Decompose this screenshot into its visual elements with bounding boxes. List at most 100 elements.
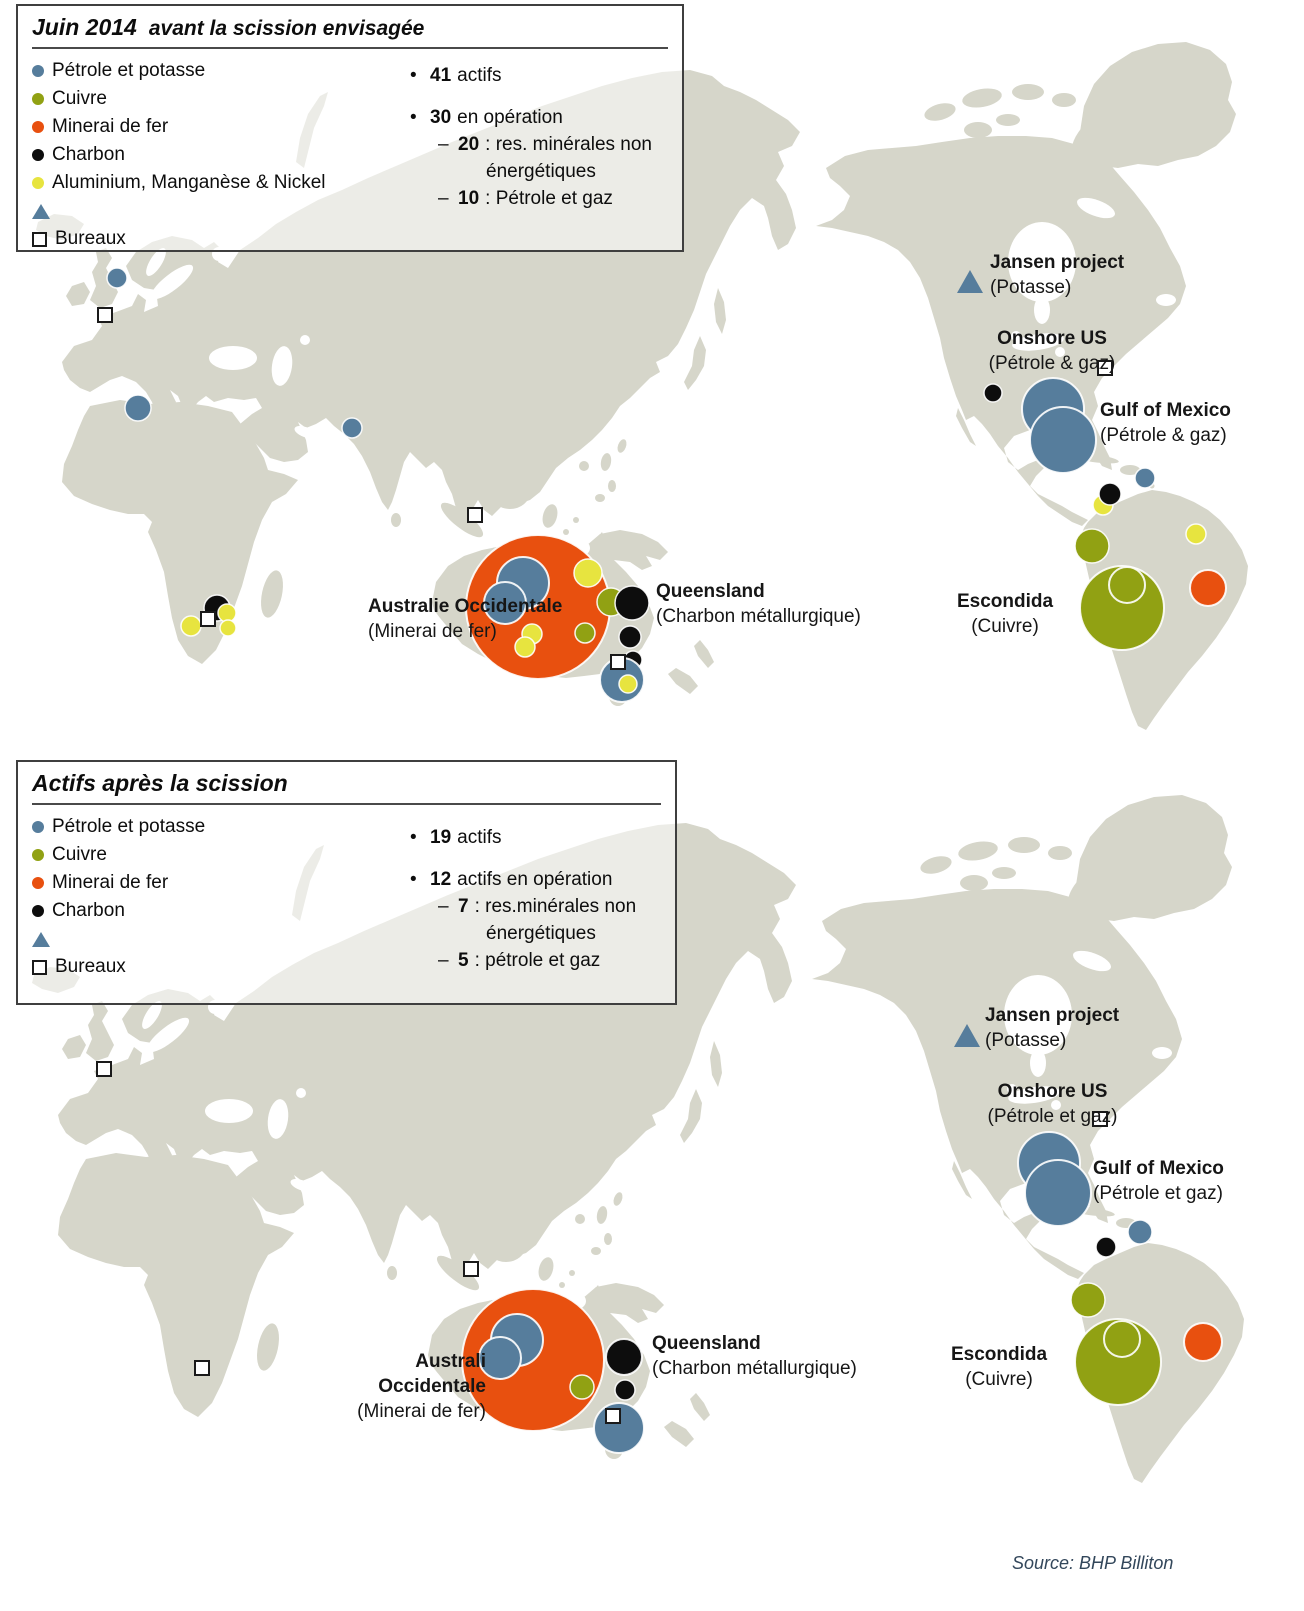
petrole-marker	[478, 1336, 522, 1380]
legend-item-charbon: Charbon	[32, 141, 668, 169]
bureau-marker	[605, 1408, 621, 1424]
label-queensland-after: Queensland (Charbon métallurgique)	[652, 1331, 857, 1381]
cuivre-marker	[569, 1374, 595, 1400]
panel-title-after: Actifs après la scission	[32, 770, 661, 797]
bureau-marker	[610, 654, 626, 670]
alu-dot-icon	[32, 177, 44, 189]
cuivre-marker	[574, 622, 596, 644]
dash-icon: –	[438, 188, 449, 209]
stat-number: 30	[430, 107, 452, 128]
bureau-marker	[467, 507, 483, 523]
legend-item-aluminium: Aluminium, Manganèse & Nickel	[32, 169, 668, 197]
fer-dot-icon	[32, 877, 44, 889]
legend-item-bureaux: Bureaux	[32, 225, 668, 253]
bullet-icon: •	[410, 869, 417, 890]
site-commodity: (Minerai de fer)	[357, 1401, 486, 1422]
title-rule	[32, 47, 668, 49]
stat-number: 10	[458, 188, 480, 209]
label-escondida-after: Escondida (Cuivre)	[932, 1342, 1066, 1392]
legend-item-fer: Minerai de fer	[32, 869, 661, 897]
cuivre-marker	[1074, 528, 1110, 564]
label-jansen-after: Jansen project (Potasse)	[985, 1003, 1119, 1053]
panel-title-main: Actifs après la scission	[32, 770, 288, 796]
bureau-marker	[194, 1360, 210, 1376]
legend-item-potasse	[32, 925, 661, 953]
bullet-icon: •	[410, 827, 417, 848]
cuivre-dot-icon	[32, 849, 44, 861]
petrole-marker	[1134, 467, 1156, 489]
fer-dot-icon	[32, 121, 44, 133]
stat-non-energy: –7: res.minérales non	[438, 893, 636, 920]
petrole-dot-icon	[32, 821, 44, 833]
petrole-marker	[106, 267, 128, 289]
fer-marker	[1189, 569, 1227, 607]
label-onshore-us-before: Onshore US (Pétrole & gaz)	[962, 326, 1142, 376]
legend-item-fer: Minerai de fer	[32, 113, 668, 141]
alu-marker	[1185, 523, 1207, 545]
petrole-marker	[483, 581, 527, 625]
triangle-icon	[32, 931, 50, 947]
legend-label: Bureaux	[55, 228, 126, 249]
site-name: Australie Occidentale	[368, 596, 563, 617]
legend-label: Cuivre	[52, 844, 107, 865]
legend-item-petrole: Pétrole et potasse	[32, 813, 661, 841]
legend-item-cuivre: Cuivre	[32, 841, 661, 869]
potasse-marker	[957, 270, 983, 293]
legend-label: Cuivre	[52, 88, 107, 109]
bureau-marker	[97, 307, 113, 323]
stat-text: : res. minérales non	[485, 134, 652, 155]
bureau-marker	[463, 1261, 479, 1277]
legend-label: Bureaux	[55, 956, 126, 977]
site-name: Queensland	[652, 1333, 761, 1354]
petrole-marker	[1029, 406, 1097, 474]
alu-marker	[219, 619, 237, 637]
site-name: Escondida	[950, 1344, 1048, 1365]
asset-markers-after	[96, 1024, 1223, 1454]
legend-box-before: Juin 2014 avant la scission envisagée Pét…	[16, 4, 684, 252]
legend-item-potasse	[32, 197, 668, 225]
petrole-dot-icon	[32, 65, 44, 77]
charbon-marker	[983, 383, 1003, 403]
bureau-marker	[1097, 360, 1113, 376]
fer-marker	[1183, 1322, 1223, 1362]
alu-marker	[217, 603, 237, 623]
legend-box-after: Actifs après la scission Pétrole et pota…	[16, 760, 677, 1005]
potasse-marker	[954, 1024, 980, 1047]
triangle-icon	[32, 203, 50, 219]
bureau-marker	[96, 1061, 112, 1077]
stat-text: : res.minérales non	[474, 896, 637, 917]
alu-marker	[573, 558, 603, 588]
stats-after: • 19 actifs • 12 actifs en opération –7: res…	[410, 824, 636, 974]
bureau-marker	[1092, 1111, 1108, 1127]
stat-text: actifs	[457, 827, 502, 848]
panel-title-before: Juin 2014 avant la scission envisagée	[32, 14, 668, 41]
cuivre-marker	[1103, 1320, 1141, 1358]
stat-in-operation: • 12 actifs en opération	[410, 866, 636, 893]
stat-oil-gas: –10: Pétrole et gaz	[438, 185, 652, 212]
stat-total-assets: • 41 actifs	[410, 62, 652, 89]
charbon-marker	[618, 625, 642, 649]
dash-icon: –	[438, 134, 449, 155]
alu-marker	[180, 615, 202, 637]
bullet-icon: •	[410, 65, 417, 86]
stat-text: énergétiques	[486, 923, 596, 944]
dash-icon: –	[438, 950, 449, 971]
site-name: Australi	[415, 1351, 486, 1372]
site-commodity: (Minerai de fer)	[368, 621, 497, 642]
cuivre-marker	[1070, 1282, 1106, 1318]
petrole-marker	[1024, 1159, 1092, 1227]
site-commodity: (Potasse)	[990, 277, 1072, 298]
panel-title-rest: avant la scission envisagée	[148, 17, 425, 40]
site-name: Jansen project	[985, 1005, 1120, 1026]
stat-text: énergétiques	[486, 161, 596, 182]
panel-title-main: Juin 2014	[32, 14, 137, 40]
dash-icon: –	[438, 896, 449, 917]
stat-number: 12	[430, 869, 452, 890]
label-gulf-of-mexico-before: Gulf of Mexico (Pétrole & gaz)	[1100, 398, 1231, 448]
legend-items-after: Pétrole et potasse Cuivre Minerai de fer…	[32, 813, 661, 981]
site-commodity: (Cuivre)	[965, 1369, 1033, 1390]
site-name: Onshore US	[997, 1081, 1108, 1102]
charbon-marker	[614, 1379, 636, 1401]
